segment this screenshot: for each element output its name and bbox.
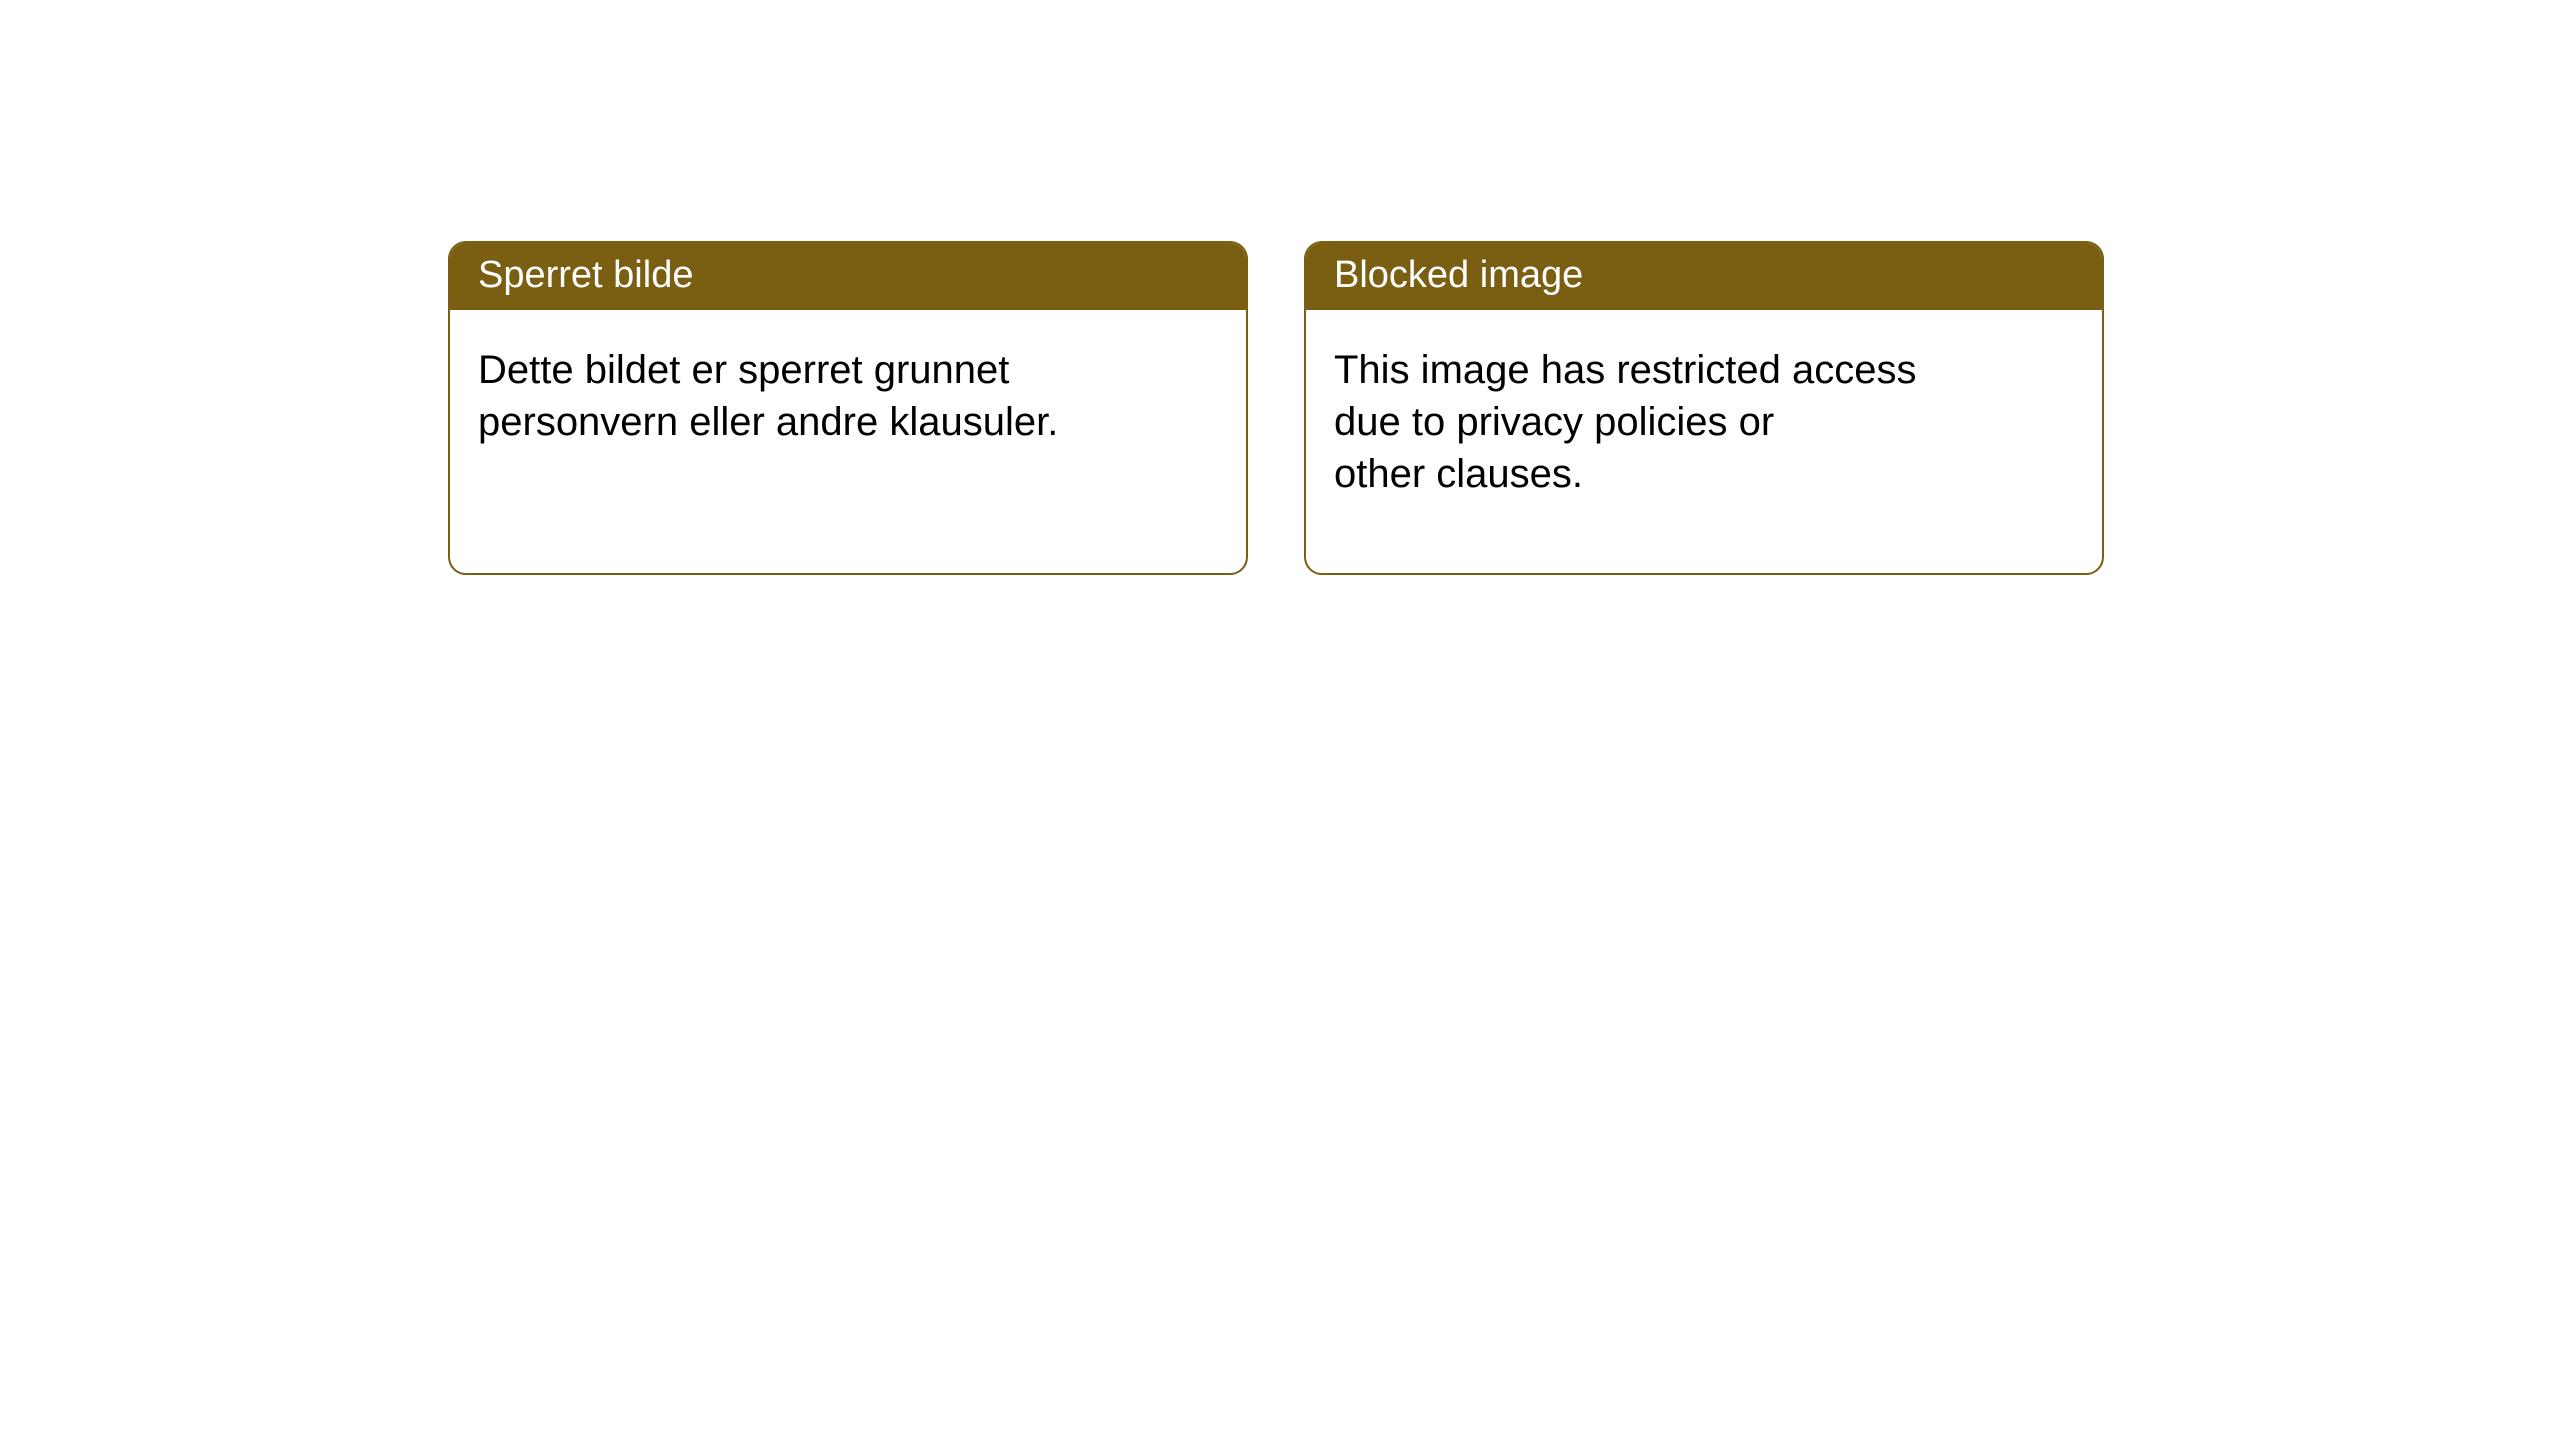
card-header-norwegian: Sperret bilde [450,243,1246,310]
card-body-line: due to privacy policies or [1334,396,2074,448]
card-body-line: This image has restricted access [1334,344,2074,396]
card-body-line: Dette bildet er sperret grunnet [478,344,1218,396]
card-body-line: other clauses. [1334,448,2074,500]
card-body-english: This image has restricted access due to … [1306,310,2102,528]
card-title: Blocked image [1334,254,1583,296]
blocked-image-card-norwegian: Sperret bilde Dette bildet er sperret gr… [448,241,1248,575]
card-header-english: Blocked image [1306,243,2102,310]
card-title: Sperret bilde [478,254,693,296]
card-body-line: personvern eller andre klausuler. [478,396,1218,448]
blocked-image-card-english: Blocked image This image has restricted … [1304,241,2104,575]
notice-container: Sperret bilde Dette bildet er sperret gr… [0,0,2560,575]
card-body-norwegian: Dette bildet er sperret grunnet personve… [450,310,1246,476]
